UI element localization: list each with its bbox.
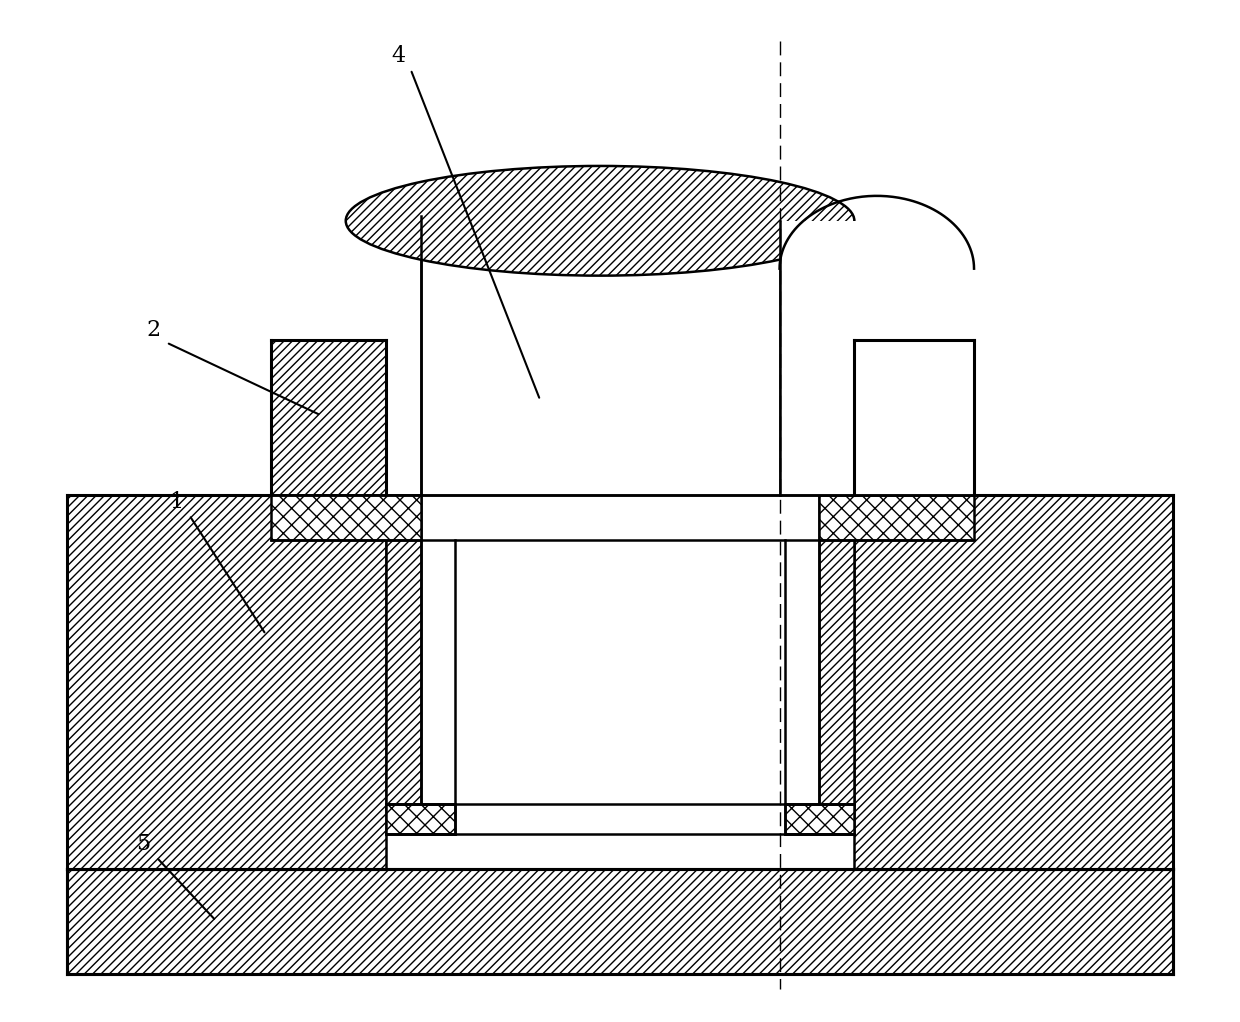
Bar	[854, 340, 975, 495]
Bar	[386, 495, 420, 809]
Bar	[785, 804, 854, 834]
Text: 2: 2	[146, 320, 160, 341]
Text: 5: 5	[136, 833, 150, 855]
Bar	[67, 495, 386, 869]
Text: 4: 4	[392, 45, 405, 67]
Text: 1: 1	[169, 491, 184, 513]
Bar	[420, 216, 780, 495]
Bar	[272, 340, 386, 495]
Bar	[820, 495, 975, 540]
Bar	[272, 495, 420, 540]
Bar	[854, 495, 1173, 869]
Bar	[386, 804, 455, 834]
Bar	[780, 221, 975, 495]
Bar	[67, 869, 1173, 974]
Bar	[820, 495, 854, 809]
Ellipse shape	[346, 166, 854, 276]
